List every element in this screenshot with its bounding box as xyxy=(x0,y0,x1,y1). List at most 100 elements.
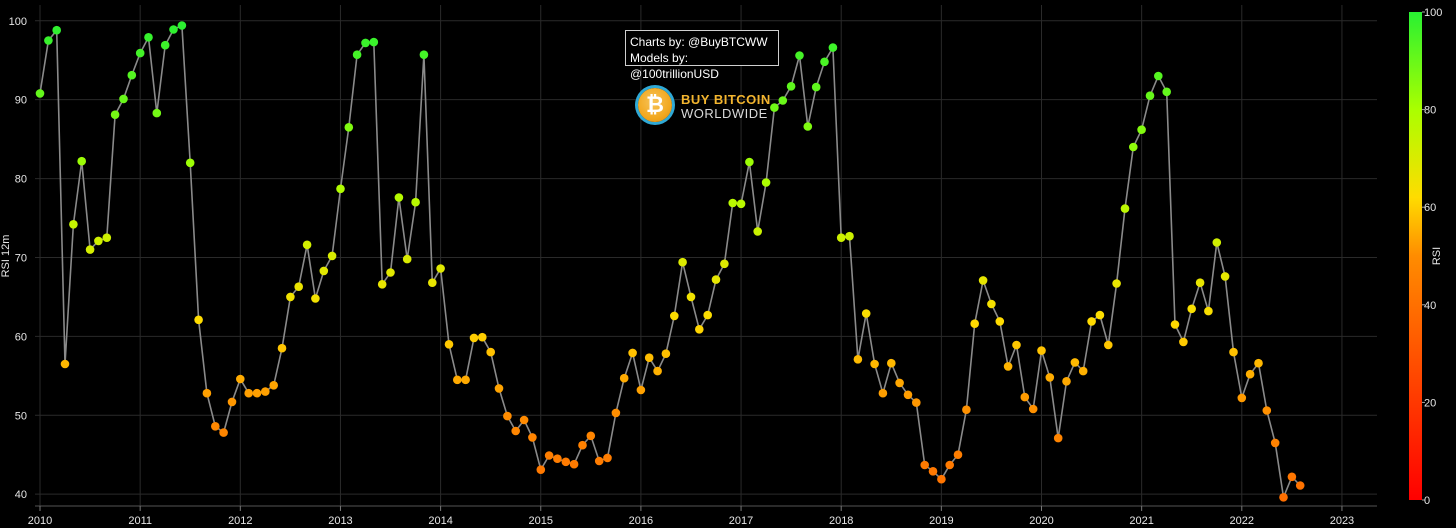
rsi-point xyxy=(519,415,529,425)
y-tick-label: 70 xyxy=(15,252,27,264)
colorbar-tick-label: 0 xyxy=(1424,495,1430,507)
rsi-point xyxy=(336,184,345,194)
rsi-point xyxy=(269,381,279,390)
rsi-point xyxy=(845,231,854,241)
rsi-point xyxy=(352,50,362,59)
rsi-point xyxy=(670,311,679,321)
grid-lines xyxy=(35,5,1377,507)
rsi-point xyxy=(753,227,762,236)
rsi-point xyxy=(987,299,996,309)
rsi-point xyxy=(770,103,779,112)
rsi-point xyxy=(887,358,896,368)
x-axis-ticks: 2010 2011 2012 2013 2014 2015 2016 2017 2018 2019… xyxy=(28,506,1354,527)
rsi-point xyxy=(603,453,612,463)
rsi-point xyxy=(661,349,671,359)
x-tick-label: 2011 xyxy=(128,515,152,527)
colorbar-gradient xyxy=(1409,12,1422,500)
rsi-point xyxy=(1262,406,1272,415)
rsi-point xyxy=(686,292,696,302)
rsi-point xyxy=(252,388,262,398)
rsi-point xyxy=(202,388,212,398)
rsi-point xyxy=(1003,362,1013,371)
rsi-point xyxy=(469,333,479,343)
rsi-point xyxy=(920,460,929,470)
y-tick-label: 60 xyxy=(15,331,27,343)
x-tick-label: 2019 xyxy=(929,515,953,527)
rsi-point xyxy=(1062,377,1071,386)
logo-title: BUY BITCOIN xyxy=(681,92,771,107)
rsi-point xyxy=(594,456,604,466)
rsi-point xyxy=(69,220,78,229)
colorbar-tick-label: 100 xyxy=(1424,7,1442,19)
rsi-point xyxy=(294,282,304,292)
rsi-point xyxy=(369,37,379,47)
rsi-point xyxy=(536,465,546,475)
rsi-point xyxy=(169,25,178,34)
x-tick-label: 2020 xyxy=(1029,515,1053,527)
rsi-point xyxy=(695,325,704,334)
rsi-point xyxy=(1154,71,1163,81)
bitcoin-coin-icon: ₿ xyxy=(638,88,672,122)
rsi-point xyxy=(94,236,103,246)
rsi-point xyxy=(77,156,86,166)
rsi-point xyxy=(1045,373,1055,382)
rsi-point xyxy=(160,40,170,50)
rsi-point xyxy=(377,280,387,289)
rsi-point xyxy=(861,309,871,318)
rsi-point xyxy=(35,89,45,98)
rsi-point xyxy=(1270,438,1280,448)
x-tick-label: 2022 xyxy=(1230,515,1254,527)
rsi-point xyxy=(544,451,554,460)
y-tick-label: 90 xyxy=(15,95,27,107)
credits-charts-by: Charts by: @BuyBTCWW xyxy=(630,35,768,49)
rsi-point xyxy=(703,310,712,320)
rsi-point xyxy=(795,51,804,60)
rsi-point xyxy=(903,390,913,400)
x-tick-label: 2023 xyxy=(1330,515,1354,527)
y-tick-label: 40 xyxy=(15,489,27,501)
rsi-point xyxy=(227,397,237,407)
rsi-point xyxy=(402,254,412,264)
rsi-point xyxy=(628,348,637,358)
rsi-point xyxy=(194,315,203,325)
rsi-point xyxy=(953,450,963,460)
rsi-point xyxy=(1129,142,1138,152)
rsi-point xyxy=(1279,493,1288,502)
rsi-point xyxy=(244,388,253,398)
rsi-point xyxy=(1220,272,1230,281)
logo-subtitle: WORLDWIDE xyxy=(681,106,768,121)
rsi-point xyxy=(1078,366,1088,376)
y-tick-label: 100 xyxy=(9,16,27,28)
rsi-point xyxy=(102,233,112,242)
rsi-point xyxy=(1195,278,1205,288)
rsi-point xyxy=(970,319,979,329)
rsi-point xyxy=(211,422,220,431)
rsi-point xyxy=(1179,337,1188,347)
rsi-point xyxy=(494,384,504,393)
rsi-point xyxy=(1187,304,1196,314)
rsi-point xyxy=(127,70,137,80)
rsi-point xyxy=(85,245,95,254)
rsi-point xyxy=(561,457,571,467)
rsi-point xyxy=(386,268,395,277)
rsi-point xyxy=(1295,481,1305,490)
rsi-point xyxy=(1237,393,1247,403)
rsi-point xyxy=(711,275,721,284)
x-tick-label: 2015 xyxy=(529,515,553,527)
rsi-point xyxy=(419,50,429,59)
rsi-point xyxy=(611,408,621,418)
rsi-point xyxy=(185,158,195,168)
rsi-point xyxy=(1104,340,1113,350)
rsi-point xyxy=(236,374,245,384)
y-axis-ticks: 40 50 60 70 80 90 100 xyxy=(9,16,27,501)
colorbar-tick-label: 40 xyxy=(1424,300,1436,312)
rsi-point xyxy=(1095,310,1105,320)
rsi-point xyxy=(503,411,512,421)
rsi-point xyxy=(411,197,420,207)
rsi-point xyxy=(135,48,145,58)
rsi-point xyxy=(110,110,120,119)
rsi-point xyxy=(444,340,454,349)
rsi-point xyxy=(1170,320,1180,329)
x-tick-label: 2013 xyxy=(328,515,352,527)
rsi-point xyxy=(962,405,971,415)
